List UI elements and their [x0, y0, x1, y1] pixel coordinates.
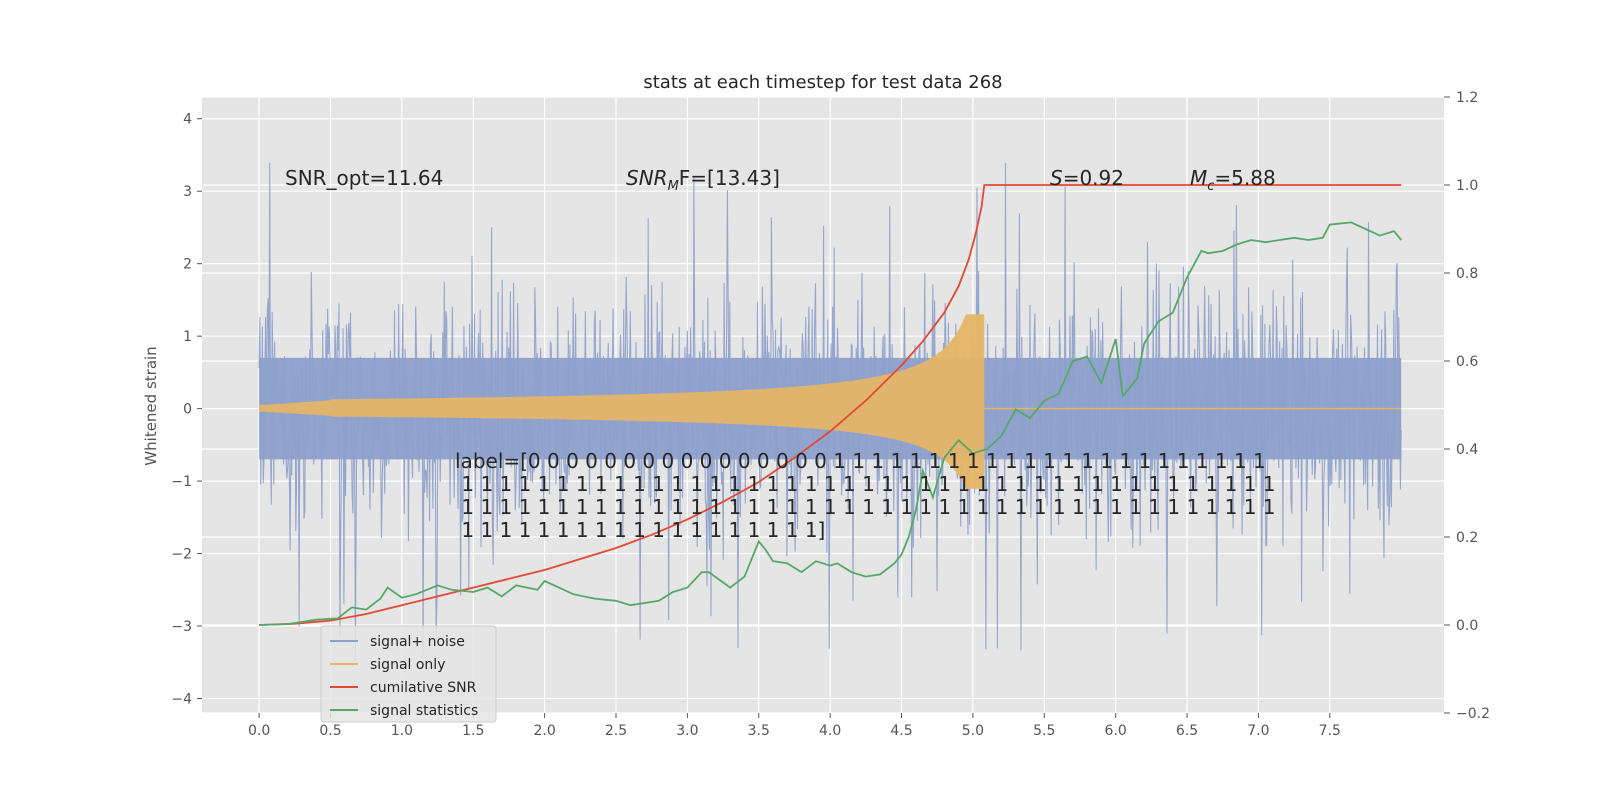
y-tick-label: 3: [183, 184, 192, 200]
mc-subscript: c: [1207, 179, 1214, 194]
mc-value: =5.88: [1214, 166, 1275, 190]
legend-label: signal only: [370, 657, 445, 673]
y-axis-label: Whitened strain: [142, 346, 160, 465]
snr-mf-subscript: M: [668, 179, 679, 194]
legend-label: signal statistics: [370, 703, 478, 719]
y2-tick-label: 1.2: [1456, 90, 1478, 106]
s-symbol: S: [1050, 166, 1063, 190]
x-tick-label: 4.0: [819, 723, 841, 739]
label-line-2: 1 1 1 1 1 1 1 1 1 1 1 1 1 1 1 1 1 1 1 1 …: [455, 472, 1276, 496]
snr-mf-symbol: SNR: [626, 166, 668, 190]
legend-label: signal+ noise: [370, 634, 465, 650]
x-tick-label: 1.5: [462, 723, 484, 739]
y2-tick-label: 1.0: [1456, 178, 1478, 194]
y-tick-label: −3: [171, 619, 192, 635]
annotation-mc: Mc=5.88: [1190, 166, 1276, 194]
x-tick-label: 7.0: [1247, 723, 1269, 739]
legend: signal+ noise signal only cumilative SNR si…: [320, 625, 497, 723]
mc-symbol: M: [1190, 166, 1207, 190]
y2-tick-label: 0.4: [1456, 442, 1478, 458]
y2-tick-label: 0.8: [1456, 266, 1478, 282]
x-tick-label: 0.5: [319, 723, 341, 739]
x-tick-label: 1.0: [391, 723, 413, 739]
y-tick-label: 4: [183, 112, 192, 128]
legend-label: cumilative SNR: [370, 680, 477, 696]
x-tick-label: 6.0: [1105, 723, 1127, 739]
snr-mf-value: F=[13.43]: [679, 166, 780, 190]
y-tick-label: −1: [171, 474, 192, 490]
chart-title: stats at each timestep for test data 268: [643, 72, 1002, 93]
label-line-1: label=[0 0 0 0 0 0 0 0 0 0 0 0 0 0 0 0 1…: [455, 449, 1266, 473]
signal-envelope: [259, 314, 985, 489]
annotation-label-block: label=[0 0 0 0 0 0 0 0 0 0 0 0 0 0 0 0 1…: [455, 449, 1276, 542]
signal-statistics-line: [259, 221, 1402, 626]
legend-items: signal+ noise signal only cumilative SNR si…: [330, 634, 478, 719]
y-tick-label: 1: [183, 329, 192, 345]
x-tick-label: 3.5: [748, 723, 770, 739]
annotation-s: S=0.92: [1050, 166, 1124, 190]
x-tick-label: 6.5: [1176, 723, 1198, 739]
y-tick-label: 0: [183, 402, 192, 418]
x-tick-label: 3.0: [676, 723, 698, 739]
y2-tick-label: 0.0: [1456, 618, 1478, 634]
x-tick-label: 0.0: [248, 723, 270, 739]
label-line-4: 1 1 1 1 1 1 1 1 1 1 1 1 1 1 1 1 1 1 1]: [455, 518, 825, 542]
x-tick-label: 5.0: [962, 723, 984, 739]
y-tick-label: −2: [171, 547, 192, 563]
x-tick-label: 5.5: [1033, 723, 1055, 739]
y2-tick-label: −0.2: [1456, 706, 1490, 722]
label-line-3: 1 1 1 1 1 1 1 1 1 1 1 1 1 1 1 1 1 1 1 1 …: [455, 495, 1276, 519]
annotation-snr-opt: SNR_opt=11.64: [285, 166, 443, 190]
axes: 0.0 0.5 1.0 1.5 2.0 2.5 3.0 3.5 4.0 4.5 5.0 5.5 6.0 6…: [171, 90, 1490, 739]
s-value: =0.92: [1063, 166, 1124, 190]
y2-tick-label: 0.2: [1456, 530, 1478, 546]
annotation-snr-mf: SNRMF=[13.43]: [626, 166, 780, 194]
x-tick-label: 7.5: [1319, 723, 1341, 739]
y-tick-label: −4: [171, 692, 192, 708]
x-tick-label: 2.0: [533, 723, 555, 739]
x-tick-label: 4.5: [890, 723, 912, 739]
legend-box: [320, 625, 497, 723]
y2-tick-label: 0.6: [1456, 354, 1478, 370]
cumulative-snr-line: [259, 184, 1402, 626]
x-tick-label: 2.5: [605, 723, 627, 739]
right-axis-series: [259, 184, 1402, 626]
series-signal-only: [259, 314, 1402, 489]
y-tick-label: 2: [183, 257, 192, 273]
